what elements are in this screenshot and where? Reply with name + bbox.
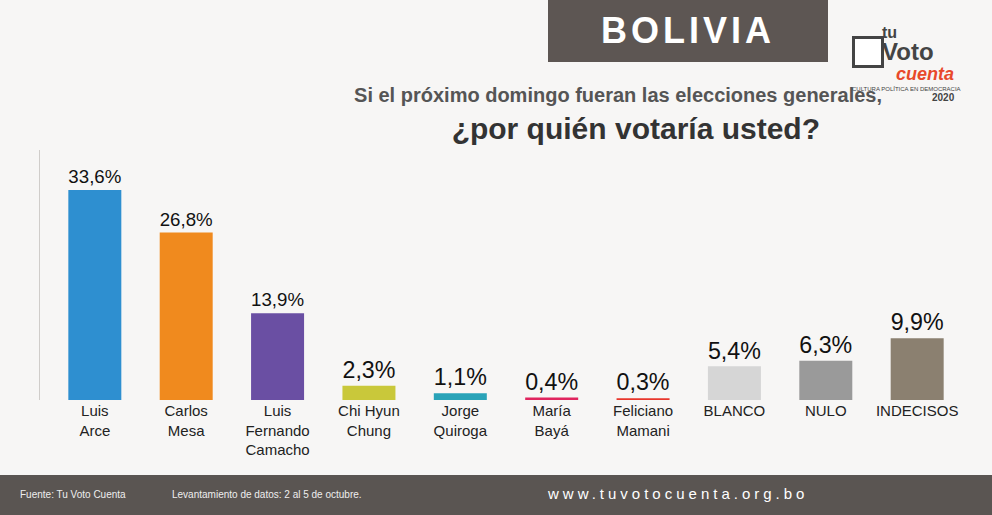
- html-text:Levantamiento de datos: 2 al 5: Levantamiento de datos: 2 al 5 de octubr…: [172, 489, 362, 500]
- html-text:Fuente: Tu Voto Cuenta: Fuente: Tu Voto Cuenta: [20, 489, 126, 500]
- svg-text:LuisArce: LuisArce: [79, 402, 110, 439]
- svg-text:33,6%: 33,6%: [68, 166, 121, 187]
- html-text:Voto: Voto: [882, 38, 934, 65]
- svg-text:BLANCO: BLANCO: [704, 402, 766, 419]
- html-text:tu: tu: [882, 24, 898, 41]
- svg-text:26,8%: 26,8%: [160, 209, 213, 230]
- svg-text:0,3%: 0,3%: [617, 369, 670, 395]
- html-text:BOLIVIA: BOLIVIA: [601, 10, 775, 51]
- svg-text:13,9%: 13,9%: [251, 289, 304, 310]
- svg-text:MaríaBayá: MaríaBayá: [533, 402, 572, 439]
- svg-text:2,3%: 2,3%: [342, 357, 395, 383]
- svg-text:6,3%: 6,3%: [799, 332, 852, 358]
- svg-text:JorgeQuiroga: JorgeQuiroga: [434, 402, 488, 439]
- svg-text:Chi HyunChung: Chi HyunChung: [338, 402, 400, 439]
- svg-text:INDECISOS: INDECISOS: [876, 402, 959, 419]
- html-text:www.tuvotocuenta.org.bo: www.tuvotocuenta.org.bo: [548, 485, 809, 502]
- svg-text:NULO: NULO: [805, 402, 847, 419]
- html-text:cuenta: cuenta: [896, 64, 954, 84]
- svg-text:0,4%: 0,4%: [525, 369, 578, 395]
- html-text:CULTURA POLÍTICA EN DEMOCRACIA: CULTURA POLÍTICA EN DEMOCRACIA: [852, 86, 961, 92]
- svg-text:CarlosMesa: CarlosMesa: [165, 402, 208, 439]
- html-text:2020: 2020: [932, 92, 955, 103]
- svg-text:9,9%: 9,9%: [891, 309, 944, 335]
- svg-text:5,4%: 5,4%: [708, 338, 761, 364]
- svg-text:LuisFernandoCamacho: LuisFernandoCamacho: [245, 402, 309, 458]
- html-text:¿por quién votaría usted?: ¿por quién votaría usted?: [451, 112, 820, 145]
- svg-text:FelicianoMamani: FelicianoMamani: [613, 402, 673, 439]
- svg-text:1,1%: 1,1%: [434, 364, 487, 390]
- html-text:Si el próximo domingo fueran l: Si el próximo domingo fueran las eleccio…: [354, 84, 882, 106]
